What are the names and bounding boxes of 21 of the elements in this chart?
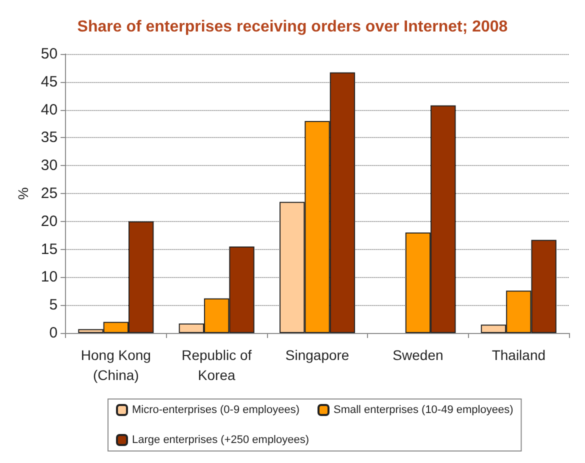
legend-label: Small enterprises (10-49 employees) — [334, 404, 514, 416]
y-tick-label: 35 — [40, 129, 58, 146]
x-tick-label: Thailand — [492, 347, 546, 363]
y-tick-label: 25 — [40, 185, 58, 202]
y-tick-label: 10 — [40, 268, 58, 286]
y-tick-label: 0 — [49, 324, 58, 342]
y-axis-title: % — [15, 187, 31, 200]
x-tick-label: Republic of Korea — [182, 347, 252, 383]
legend-label: Large enterprises (+250 employees) — [132, 434, 310, 446]
legend-label: Micro-enterprises (0-9 employees) — [132, 404, 300, 416]
x-tick-label: Singapore — [285, 347, 350, 363]
y-tick-label: 40 — [40, 101, 58, 118]
y-tick-label: 30 — [40, 157, 58, 174]
y-tick-label: 50 — [40, 46, 58, 62]
y-tick-label: 45 — [40, 73, 58, 90]
y-tick-label: 5 — [49, 296, 58, 314]
y-tick-label: 20 — [40, 212, 58, 230]
x-tick-label: Sweden — [392, 347, 444, 363]
y-tick-label: 15 — [40, 240, 58, 258]
x-tick-label: Hong Kong (China) — [80, 347, 151, 383]
chart-title: Share of enterprises receiving orders over Internet; 2008 — [77, 18, 508, 36]
